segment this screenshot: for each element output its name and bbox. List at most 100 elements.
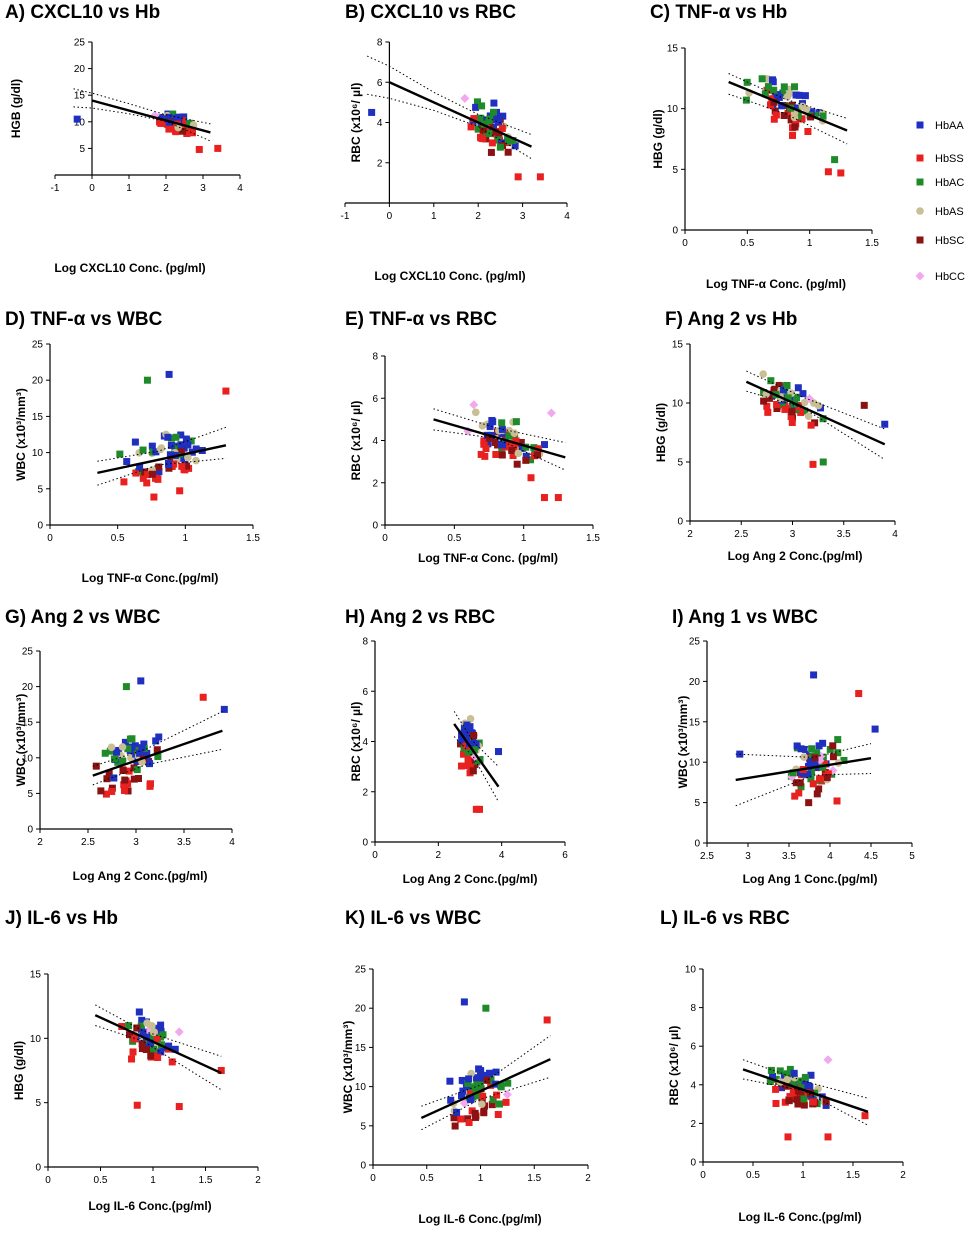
data-point-hbac: [489, 108, 497, 116]
data-point-hbss: [152, 474, 160, 482]
data-point-hbss: [791, 792, 799, 800]
data-point-hbss: [464, 762, 472, 770]
y-tick-label: 15: [667, 44, 679, 55]
x-tick-label: 1: [478, 1173, 484, 1184]
data-point-hbss: [130, 1035, 138, 1043]
y-tick-label: 4: [372, 436, 378, 447]
data-point-hbsc: [823, 774, 831, 782]
data-point-hbaa: [495, 748, 502, 756]
y-tick-label: 0: [690, 1158, 696, 1169]
data-point-hbss: [807, 421, 815, 429]
data-point-hbaa: [138, 744, 146, 752]
data-point-hbsc: [179, 127, 187, 135]
data-point-hbsc: [782, 1082, 790, 1090]
data-point-hbaa: [490, 99, 498, 107]
regression-line: [453, 723, 500, 788]
data-point-hbac: [482, 130, 490, 138]
data-point-hbas: [466, 714, 475, 723]
data-point-hbsc: [450, 1114, 458, 1122]
data-point-hbaa: [780, 386, 788, 394]
scatter-points: [116, 370, 230, 501]
data-point-hbac: [811, 111, 819, 119]
y-tick-label: 10: [667, 104, 679, 115]
x-tick-label: 0: [45, 1175, 51, 1186]
data-point-hbaa: [136, 463, 144, 471]
y-axis-label: HBG (g/dl): [651, 109, 665, 168]
x-tick-label: 0: [387, 211, 393, 222]
data-point-hbaa: [488, 417, 496, 425]
data-point-hbaa: [139, 1028, 147, 1036]
data-point-hbss: [797, 408, 805, 416]
data-point-hbsc: [134, 774, 142, 782]
y-tick-label: 0: [677, 517, 683, 528]
regression-line: [94, 1014, 222, 1075]
data-point-hbaa: [165, 1042, 173, 1050]
data-point-hbsc: [165, 464, 173, 472]
x-tick-label: 3: [520, 211, 526, 222]
data-point-hbss: [554, 494, 562, 502]
data-point-hbss: [816, 775, 824, 783]
x-tick-label: 0: [372, 850, 378, 861]
x-tick-label: 1: [183, 533, 189, 544]
x-axis-label: Log TNF-α Conc.(pg/ml): [82, 571, 219, 585]
data-point-hbaa: [498, 425, 506, 433]
ci-upper-band: [421, 1035, 551, 1107]
data-point-hbss: [824, 770, 832, 778]
data-point-hbsc: [860, 401, 868, 409]
data-point-hbac: [154, 753, 162, 761]
scatter-points: [457, 714, 502, 813]
data-point-hbsc: [486, 122, 494, 130]
data-point-hbsc: [103, 775, 111, 783]
data-point-hbaa: [472, 103, 480, 111]
data-point-hbac: [125, 1022, 133, 1030]
y-tick-label: 0: [694, 839, 700, 850]
data-point-hbss: [120, 786, 128, 794]
data-point-hbaa: [795, 91, 803, 99]
data-point-hbaa: [481, 1071, 489, 1079]
x-tick-label: 1: [807, 238, 813, 249]
data-point-hbas: [510, 429, 519, 437]
data-point-hbas: [804, 412, 813, 420]
x-axis-label: Log IL-6 Conc.(pg/ml): [738, 1210, 861, 1224]
data-point-hbaa: [184, 441, 192, 449]
data-point-hbaa: [113, 748, 121, 756]
data-point-hbac: [788, 1079, 796, 1087]
data-point-hbac: [119, 757, 127, 765]
data-point-hbss: [492, 451, 500, 459]
ci-upper-band: [735, 743, 872, 758]
data-point-hbac: [496, 1100, 504, 1108]
data-point-hbac: [464, 1079, 472, 1087]
panel-title: K) IL-6 vs WBC: [345, 908, 481, 929]
data-point-hbss: [460, 750, 468, 758]
panel-title: C) TNF-α vs Hb: [650, 2, 787, 23]
data-point-hbss: [764, 408, 772, 416]
data-point-hbss: [466, 1087, 474, 1095]
ci-upper-band: [95, 1004, 222, 1057]
data-point-hbss: [772, 111, 780, 119]
data-point-hbaa: [486, 1069, 494, 1077]
data-point-hbss: [506, 440, 514, 448]
y-tick-label: 25: [22, 647, 34, 658]
data-point-hbas: [478, 1100, 486, 1108]
data-point-hbaa: [166, 451, 174, 459]
data-point-hbaa: [164, 433, 172, 441]
data-point-hbac: [475, 1092, 483, 1100]
data-point-hbaa: [167, 441, 175, 449]
y-tick-label: 6: [377, 78, 383, 89]
chart-panel-d: D) TNF-α vs WBC 0 0.5 1 1.5 0 5 10 15 20 25 Log TNF…: [5, 309, 260, 585]
data-point-hbac: [504, 1079, 512, 1087]
chart-panel-l: L) IL-6 vs RBC 0 0.5 1 1.5 2 0 2 4 6 8 10 Log IL-6 C…: [660, 908, 906, 1224]
x-tick-label: 2: [436, 850, 442, 861]
scatter-points: [446, 998, 551, 1130]
data-point-hbaa: [797, 745, 805, 753]
chart-panel-e: E) TNF-α vs RBC 0 0.5 1 1.5 0 2 4 6 8 Log TNF-α Co…: [345, 309, 600, 565]
data-point-hbsc: [793, 1096, 801, 1104]
data-point-hbac: [150, 1046, 158, 1054]
data-point-hbac: [474, 125, 482, 133]
data-point-hbss: [139, 474, 147, 482]
y-tick-label: 4: [362, 737, 368, 748]
data-point-hbas: [472, 408, 480, 417]
data-point-hbaa: [871, 725, 879, 733]
x-tick-label: 1: [126, 183, 132, 194]
data-point-hbss: [125, 767, 133, 775]
